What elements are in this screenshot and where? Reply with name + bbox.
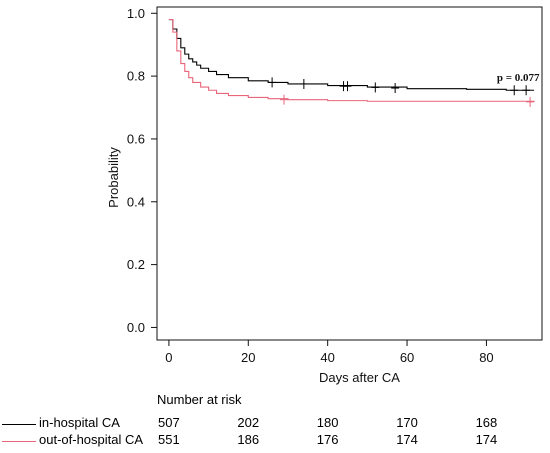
risk-row-label: out-of-hospital CA <box>39 432 144 447</box>
legend-line-in-hospital <box>2 424 36 425</box>
x-axis: 0 20 40 60 80 <box>165 340 494 365</box>
km-chart: 0.0 0.2 0.4 0.6 0.8 1.0 0 20 40 60 80 p = 0.077 D… <box>106 6 543 385</box>
y-tick-label: 0.0 <box>127 320 145 335</box>
censor-mark <box>391 83 400 94</box>
y-tick-label: 0.2 <box>127 257 145 272</box>
risk-value: 202 <box>237 415 260 430</box>
risk-table: Number at risk in-hospital CA 507 202 18… <box>0 388 550 453</box>
censor-mark <box>268 77 277 88</box>
censor-mark <box>299 78 308 89</box>
plot-frame <box>156 6 543 341</box>
x-tick-label: 80 <box>479 350 493 365</box>
y-tick-label: 0.4 <box>127 194 145 209</box>
y-tick-label: 0.6 <box>127 131 145 146</box>
y-tick-label: 0.8 <box>127 69 145 84</box>
risk-row-in-hospital: in-hospital CA 507 202 180 170 168 <box>0 415 550 433</box>
risk-value: 551 <box>158 432 180 447</box>
censor-mark <box>371 82 380 93</box>
censor-mark <box>526 96 535 107</box>
risk-value: 170 <box>396 415 418 430</box>
risk-row-out-of-hospital: out-of-hospital CA 551 186 176 174 174 <box>0 432 550 450</box>
x-tick-label: 60 <box>400 350 414 365</box>
x-tick-label: 0 <box>165 350 172 365</box>
x-tick-label: 40 <box>320 350 334 365</box>
y-axis: 0.0 0.2 0.4 0.6 0.8 1.0 <box>127 6 157 335</box>
y-tick-label: 1.0 <box>127 6 145 21</box>
series-layer <box>168 19 535 107</box>
x-tick-label: 20 <box>241 350 255 365</box>
risk-value: 186 <box>237 432 260 447</box>
censor-mark <box>343 81 352 92</box>
legend-line-out-of-hospital <box>2 441 36 442</box>
p-value-annotation: p = 0.077 <box>497 72 540 84</box>
risk-value: 174 <box>396 432 418 447</box>
censor-mark <box>522 85 531 96</box>
risk-value: 168 <box>475 415 498 430</box>
risk-value: 176 <box>316 432 339 447</box>
x-axis-label: Days after CA <box>319 370 400 385</box>
y-axis-label: Probability <box>106 147 121 208</box>
risk-row-label: in-hospital CA <box>39 415 120 430</box>
risk-value: 507 <box>158 415 180 430</box>
risk-value: 180 <box>316 415 339 430</box>
km-curve-0 <box>168 19 535 91</box>
risk-value: 174 <box>475 432 498 447</box>
censor-mark <box>510 85 519 96</box>
risk-table-title: Number at risk <box>157 392 242 407</box>
censor-mark <box>280 94 289 105</box>
km-curve-1 <box>168 19 535 102</box>
